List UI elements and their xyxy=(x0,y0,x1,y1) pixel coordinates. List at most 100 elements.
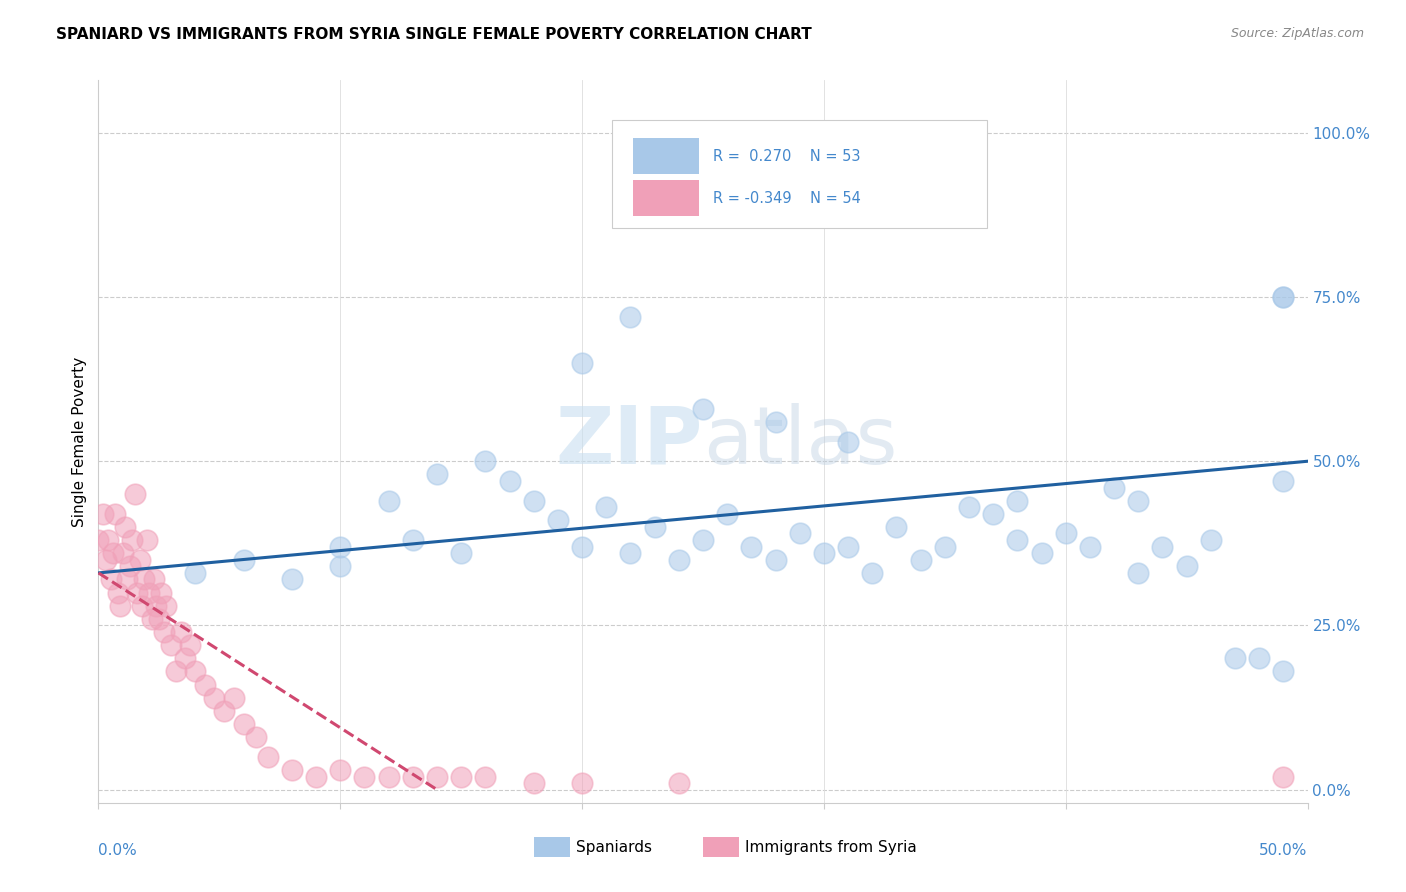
Point xyxy=(402,533,425,547)
Point xyxy=(692,533,714,547)
Point xyxy=(329,763,352,777)
Point xyxy=(222,690,245,705)
Point xyxy=(1249,651,1271,665)
Text: R = -0.349    N = 54: R = -0.349 N = 54 xyxy=(713,191,860,205)
Point xyxy=(813,546,835,560)
Point xyxy=(474,454,496,468)
Point xyxy=(194,677,217,691)
Point xyxy=(353,770,375,784)
Point xyxy=(1223,651,1246,665)
Point xyxy=(402,770,425,784)
Point xyxy=(450,770,472,784)
Point xyxy=(837,434,859,449)
Point xyxy=(692,401,714,416)
Point xyxy=(305,770,328,784)
Point xyxy=(87,533,110,547)
Point xyxy=(1272,665,1295,679)
Point xyxy=(204,690,226,705)
Point xyxy=(837,540,859,554)
Point xyxy=(860,566,883,580)
Point xyxy=(1272,290,1295,304)
Point xyxy=(498,474,520,488)
Point xyxy=(377,770,399,784)
Point xyxy=(789,526,811,541)
Text: Spaniards: Spaniards xyxy=(576,840,652,855)
Point xyxy=(150,585,173,599)
Point xyxy=(141,612,163,626)
Point xyxy=(174,651,197,665)
Text: R =  0.270    N = 53: R = 0.270 N = 53 xyxy=(713,149,860,163)
Point xyxy=(184,566,207,580)
Point xyxy=(886,520,908,534)
Point xyxy=(1199,533,1222,547)
Point xyxy=(101,546,124,560)
Point xyxy=(644,520,666,534)
Point xyxy=(1128,566,1150,580)
Point xyxy=(716,507,738,521)
Point xyxy=(107,585,129,599)
Point xyxy=(169,625,191,640)
Point xyxy=(1102,481,1125,495)
Point xyxy=(124,487,146,501)
Point xyxy=(981,507,1004,521)
Point xyxy=(571,540,593,554)
Point xyxy=(281,573,304,587)
Point xyxy=(765,415,787,429)
Point xyxy=(134,573,156,587)
Point xyxy=(1054,526,1077,541)
Point xyxy=(668,776,690,790)
Text: Immigrants from Syria: Immigrants from Syria xyxy=(745,840,917,855)
Point xyxy=(128,553,150,567)
Point xyxy=(184,665,207,679)
Point xyxy=(152,625,174,640)
Point xyxy=(148,612,170,626)
Text: 50.0%: 50.0% xyxy=(1260,843,1308,857)
Point xyxy=(1078,540,1101,554)
Point xyxy=(118,559,141,574)
Point xyxy=(910,553,932,567)
Point xyxy=(91,507,114,521)
Point xyxy=(232,553,254,567)
FancyBboxPatch shape xyxy=(613,120,987,228)
Y-axis label: Single Female Poverty: Single Female Poverty xyxy=(72,357,87,526)
Text: 0.0%: 0.0% xyxy=(98,843,138,857)
FancyBboxPatch shape xyxy=(633,180,699,216)
Point xyxy=(108,599,131,613)
Point xyxy=(547,513,569,527)
Point xyxy=(1007,493,1029,508)
Point xyxy=(765,553,787,567)
Point xyxy=(135,533,157,547)
Point xyxy=(329,540,352,554)
Point xyxy=(104,507,127,521)
Point xyxy=(111,546,134,560)
Point xyxy=(1128,493,1150,508)
Point xyxy=(114,520,136,534)
Point xyxy=(97,533,120,547)
Point xyxy=(155,599,177,613)
Point xyxy=(329,559,352,574)
Point xyxy=(1272,474,1295,488)
Point xyxy=(232,717,254,731)
Point xyxy=(571,356,593,370)
Point xyxy=(619,546,641,560)
Point xyxy=(1031,546,1053,560)
Point xyxy=(145,599,167,613)
Text: ZIP: ZIP xyxy=(555,402,703,481)
Point xyxy=(595,500,617,515)
Point xyxy=(245,730,267,744)
Point xyxy=(523,493,546,508)
Point xyxy=(377,493,399,508)
Text: atlas: atlas xyxy=(703,402,897,481)
Text: SPANIARD VS IMMIGRANTS FROM SYRIA SINGLE FEMALE POVERTY CORRELATION CHART: SPANIARD VS IMMIGRANTS FROM SYRIA SINGLE… xyxy=(56,27,813,42)
Point xyxy=(1007,533,1029,547)
Point xyxy=(740,540,762,554)
Point xyxy=(1272,290,1295,304)
Point xyxy=(117,573,139,587)
Point xyxy=(121,533,143,547)
Point xyxy=(281,763,304,777)
Point xyxy=(571,776,593,790)
Point xyxy=(934,540,956,554)
Point xyxy=(668,553,690,567)
Point xyxy=(426,467,449,482)
FancyBboxPatch shape xyxy=(534,837,569,857)
